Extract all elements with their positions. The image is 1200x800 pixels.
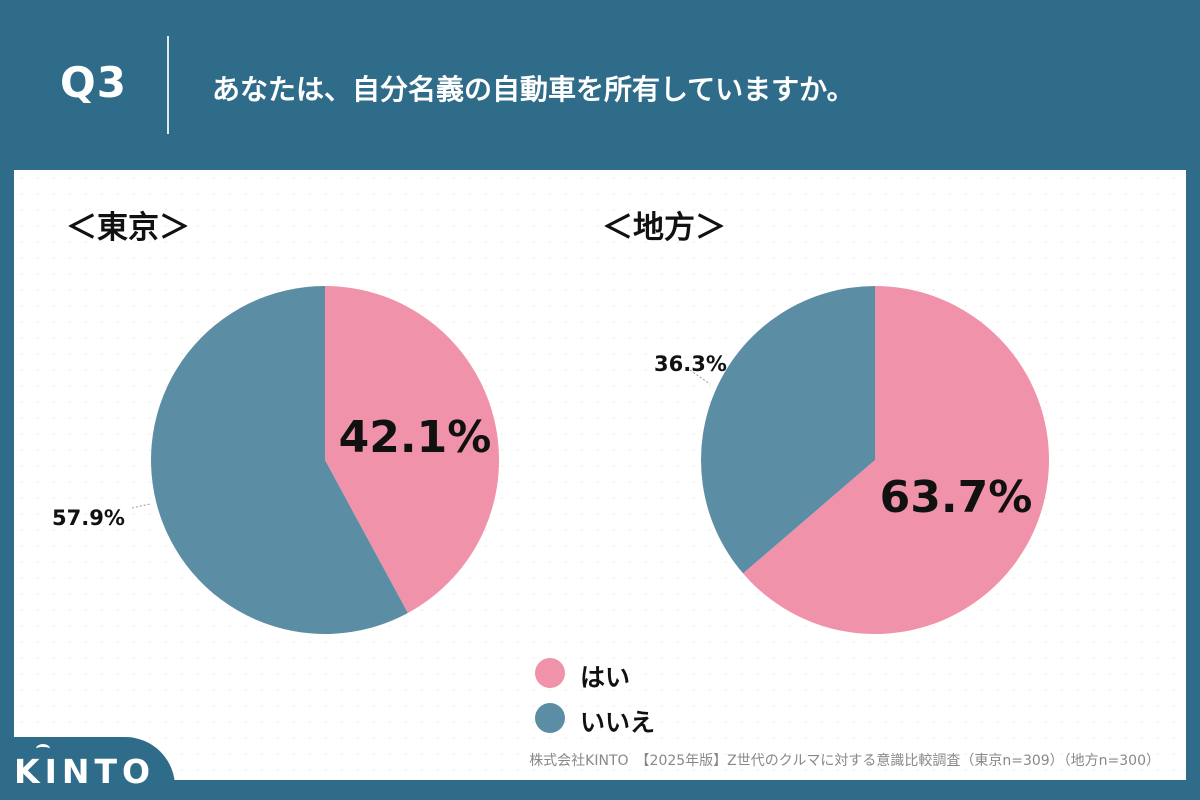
pie1-leader-line — [689, 369, 711, 385]
header: Q3 あなたは、自分名義の自動車を所有していますか。 — [0, 0, 1200, 170]
pie1-slice-yes — [743, 286, 1050, 635]
legend-yes-label: はい — [580, 663, 631, 692]
pie1-label-no: 36.3% — [654, 352, 727, 376]
legend-no-swatch — [535, 703, 565, 733]
legend-no-label: いいえ — [580, 708, 656, 737]
regional-title: ＜地方＞ — [602, 210, 726, 246]
pie0-label-no: 57.9% — [52, 506, 125, 530]
pie0-leader-line — [131, 503, 151, 509]
pie1-label-yes: 63.7% — [880, 472, 1033, 523]
logo-mark-icon — [36, 744, 50, 753]
kinto-logo: KINTO — [14, 752, 156, 791]
header-divider — [167, 36, 169, 134]
pie0-slice-yes — [325, 286, 500, 614]
question-text: あなたは、自分名義の自動車を所有していますか。 — [212, 73, 855, 106]
pie-charts: 42.1% 57.9% 63.7% 36.3% — [52, 286, 1050, 635]
legend-yes-swatch — [535, 658, 565, 688]
chart-panel: ＜東京＞ ＜地方＞ 42.1% 57.9% 63.7% 36.3% はい いいえ — [14, 170, 1186, 780]
pie1-slice-no — [701, 286, 875, 574]
source-note: 株式会社KINTO 【2025年版】Z世代のクルマに対する意識比較調査（東京n=… — [529, 753, 1160, 769]
logo-tab — [0, 737, 175, 800]
question-number: Q3 — [60, 58, 127, 107]
pie0-slice-no — [151, 286, 408, 634]
tokyo-title: ＜東京＞ — [66, 210, 190, 246]
pie0-label-yes: 42.1% — [339, 412, 492, 463]
